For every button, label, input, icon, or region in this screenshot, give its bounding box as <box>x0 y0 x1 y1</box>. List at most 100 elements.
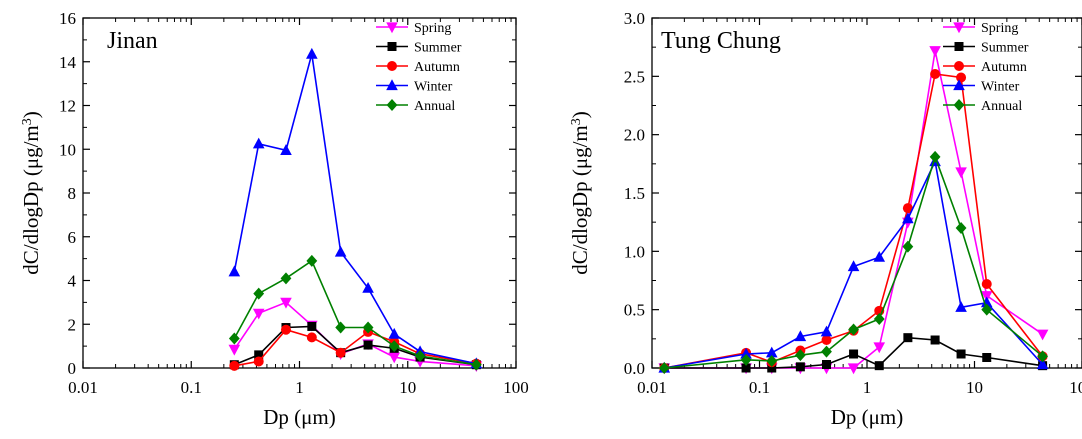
legend-label: Spring <box>414 21 451 36</box>
data-point <box>847 363 860 375</box>
y-axis-title-superscript: 3 <box>569 118 584 125</box>
legend-label: Autumn <box>414 60 460 75</box>
data-point <box>955 301 967 312</box>
data-point <box>903 333 913 343</box>
data-point <box>766 355 778 367</box>
data-point <box>307 321 317 331</box>
data-point <box>821 360 831 369</box>
chart-panel-0: 0.01 0.1 1 10 100 0 2 4 6 8 10 12 14 16 Dp (μm) dC/dlog… <box>19 9 529 429</box>
y-tick-label: 2 <box>68 315 77 334</box>
data-point <box>414 349 426 362</box>
data-point <box>280 324 291 335</box>
data-point <box>956 349 966 359</box>
y-axis-title: dC/dlogDp (μg/m3) <box>568 111 592 275</box>
series-winter <box>658 155 1049 373</box>
y-tick-label: 12 <box>59 97 76 116</box>
y-axis-title-close: ) <box>19 111 43 118</box>
y-tick-label: 6 <box>68 228 77 247</box>
data-point <box>821 335 832 345</box>
data-point <box>253 356 264 367</box>
y-tick-label: 3.0 <box>624 9 645 28</box>
data-point <box>820 325 833 337</box>
data-point <box>253 287 265 300</box>
data-point <box>873 313 885 325</box>
data-point <box>767 363 777 373</box>
data-point <box>280 144 292 155</box>
data-point <box>873 342 886 354</box>
data-point <box>1036 329 1049 341</box>
data-point <box>228 344 241 356</box>
data-point <box>280 272 292 285</box>
data-point <box>929 46 941 57</box>
series-annual <box>228 254 482 371</box>
legend-marker <box>386 99 398 111</box>
legend-marker <box>387 42 397 51</box>
x-tick-label: 0.1 <box>749 378 770 397</box>
legend: Spring Summer Autumn Winter Annual <box>376 21 462 114</box>
data-point <box>334 245 347 257</box>
y-tick-label: 8 <box>68 184 77 203</box>
data-point <box>362 321 374 334</box>
legend-marker <box>953 79 965 91</box>
data-point <box>254 350 264 360</box>
data-point <box>930 335 940 345</box>
data-point <box>252 308 265 320</box>
series-line <box>664 158 1044 369</box>
series-annual <box>658 150 1048 374</box>
data-point <box>658 362 670 374</box>
y-tick-label: 1.0 <box>624 242 645 261</box>
data-point <box>981 303 993 316</box>
panel-title: Jinan <box>107 28 158 54</box>
data-point <box>956 72 967 83</box>
series-summer <box>229 321 481 370</box>
x-tick-label: 1 <box>863 378 872 397</box>
x-tick-label: 10 <box>966 378 983 397</box>
data-point <box>470 358 482 371</box>
legend: Spring Summer Autumn Winter Annual <box>943 21 1029 114</box>
data-point <box>765 346 778 358</box>
legend-label: Winter <box>981 80 1020 95</box>
y-axis-title: dC/dlogDp (μg/m3) <box>19 111 43 275</box>
legend-marker <box>954 61 964 71</box>
y-tick-label: 1.5 <box>624 184 645 203</box>
legend-marker <box>387 61 397 71</box>
data-point <box>362 281 374 293</box>
data-point <box>981 279 992 289</box>
data-point <box>388 340 400 353</box>
data-point <box>741 363 751 373</box>
y-tick-label: 0.5 <box>624 301 645 320</box>
y-tick-label: 0 <box>68 359 77 378</box>
panel-title: Tung Chung <box>661 28 781 54</box>
data-point <box>847 260 860 272</box>
x-tick-label: 0.01 <box>637 378 667 397</box>
x-tick-label: 0.01 <box>68 378 98 397</box>
y-axis-title-close: ) <box>568 111 592 118</box>
legend-label: Autumn <box>981 60 1027 75</box>
data-point <box>388 327 401 339</box>
x-tick-label: 10 <box>399 378 416 397</box>
data-point <box>794 330 807 342</box>
data-point <box>388 352 401 364</box>
x-axis-title: Dp (μm) <box>831 405 904 429</box>
data-point <box>228 265 241 277</box>
legend-label: Summer <box>981 41 1029 56</box>
data-point <box>980 296 993 308</box>
y-tick-label: 14 <box>59 53 77 72</box>
x-axis-title: Dp (μm) <box>263 405 336 429</box>
data-point <box>849 349 859 359</box>
data-point <box>228 332 240 345</box>
legend-marker <box>386 22 398 34</box>
x-tick-label: 100 <box>1069 378 1082 397</box>
y-tick-label: 10 <box>59 140 76 159</box>
y-tick-label: 4 <box>68 272 77 291</box>
legend-marker <box>953 99 965 111</box>
x-tick-label: 100 <box>503 378 529 397</box>
legend-marker <box>386 79 398 91</box>
data-point <box>795 362 805 372</box>
y-axis-title-main: dC/dlogDp (μg/m <box>19 125 43 275</box>
data-point <box>363 340 373 350</box>
chart-panel-1: 0.01 0.1 1 10 100 0.0 0.5 1.0 1.5 2.0 2.5 3.0 Dp (μm… <box>568 9 1082 429</box>
y-tick-label: 16 <box>59 9 76 28</box>
data-point <box>252 137 265 149</box>
x-tick-label: 0.1 <box>181 378 202 397</box>
